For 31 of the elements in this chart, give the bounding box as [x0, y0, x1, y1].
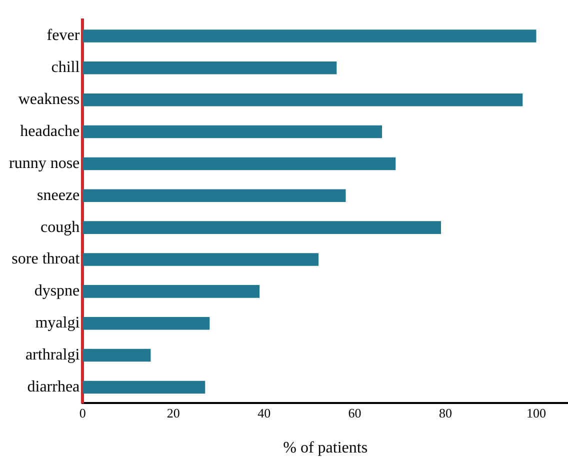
bar	[82, 189, 346, 202]
y-tick-label: runny nose	[9, 154, 80, 172]
bar	[82, 125, 382, 138]
x-tick-label: 0	[79, 405, 86, 420]
y-tick-label: diarrhea	[27, 378, 80, 396]
bar	[82, 62, 337, 74]
x-tick-label: 80	[439, 405, 452, 420]
bar	[82, 380, 206, 394]
bar	[82, 93, 523, 106]
y-tick-label: dyspne	[34, 282, 80, 300]
x-tick-label: 60	[348, 405, 362, 420]
x-tick-label: 40	[258, 405, 271, 420]
y-tick-label: myalgi	[35, 314, 80, 332]
bar	[82, 285, 260, 298]
x-tick-label: 100	[526, 405, 546, 420]
bar	[82, 30, 536, 42]
bar	[82, 316, 210, 330]
y-tick-label: arthralgi	[25, 346, 80, 364]
x-tick-label: 20	[166, 405, 180, 420]
bar	[82, 253, 319, 266]
y-tick-label: sneeze	[37, 186, 80, 204]
y-tick-label: chill	[51, 59, 80, 76]
y-tick-label: sore throat	[12, 250, 80, 268]
bar	[82, 221, 441, 234]
y-tick-label: headache	[20, 122, 80, 140]
y-tick-label: cough	[40, 218, 80, 236]
x-axis-title: % of patients	[283, 440, 368, 457]
y-tick-label: weakness	[18, 91, 80, 108]
bar	[82, 157, 396, 170]
y-tick-label: fever	[46, 27, 80, 44]
bar	[82, 348, 151, 362]
